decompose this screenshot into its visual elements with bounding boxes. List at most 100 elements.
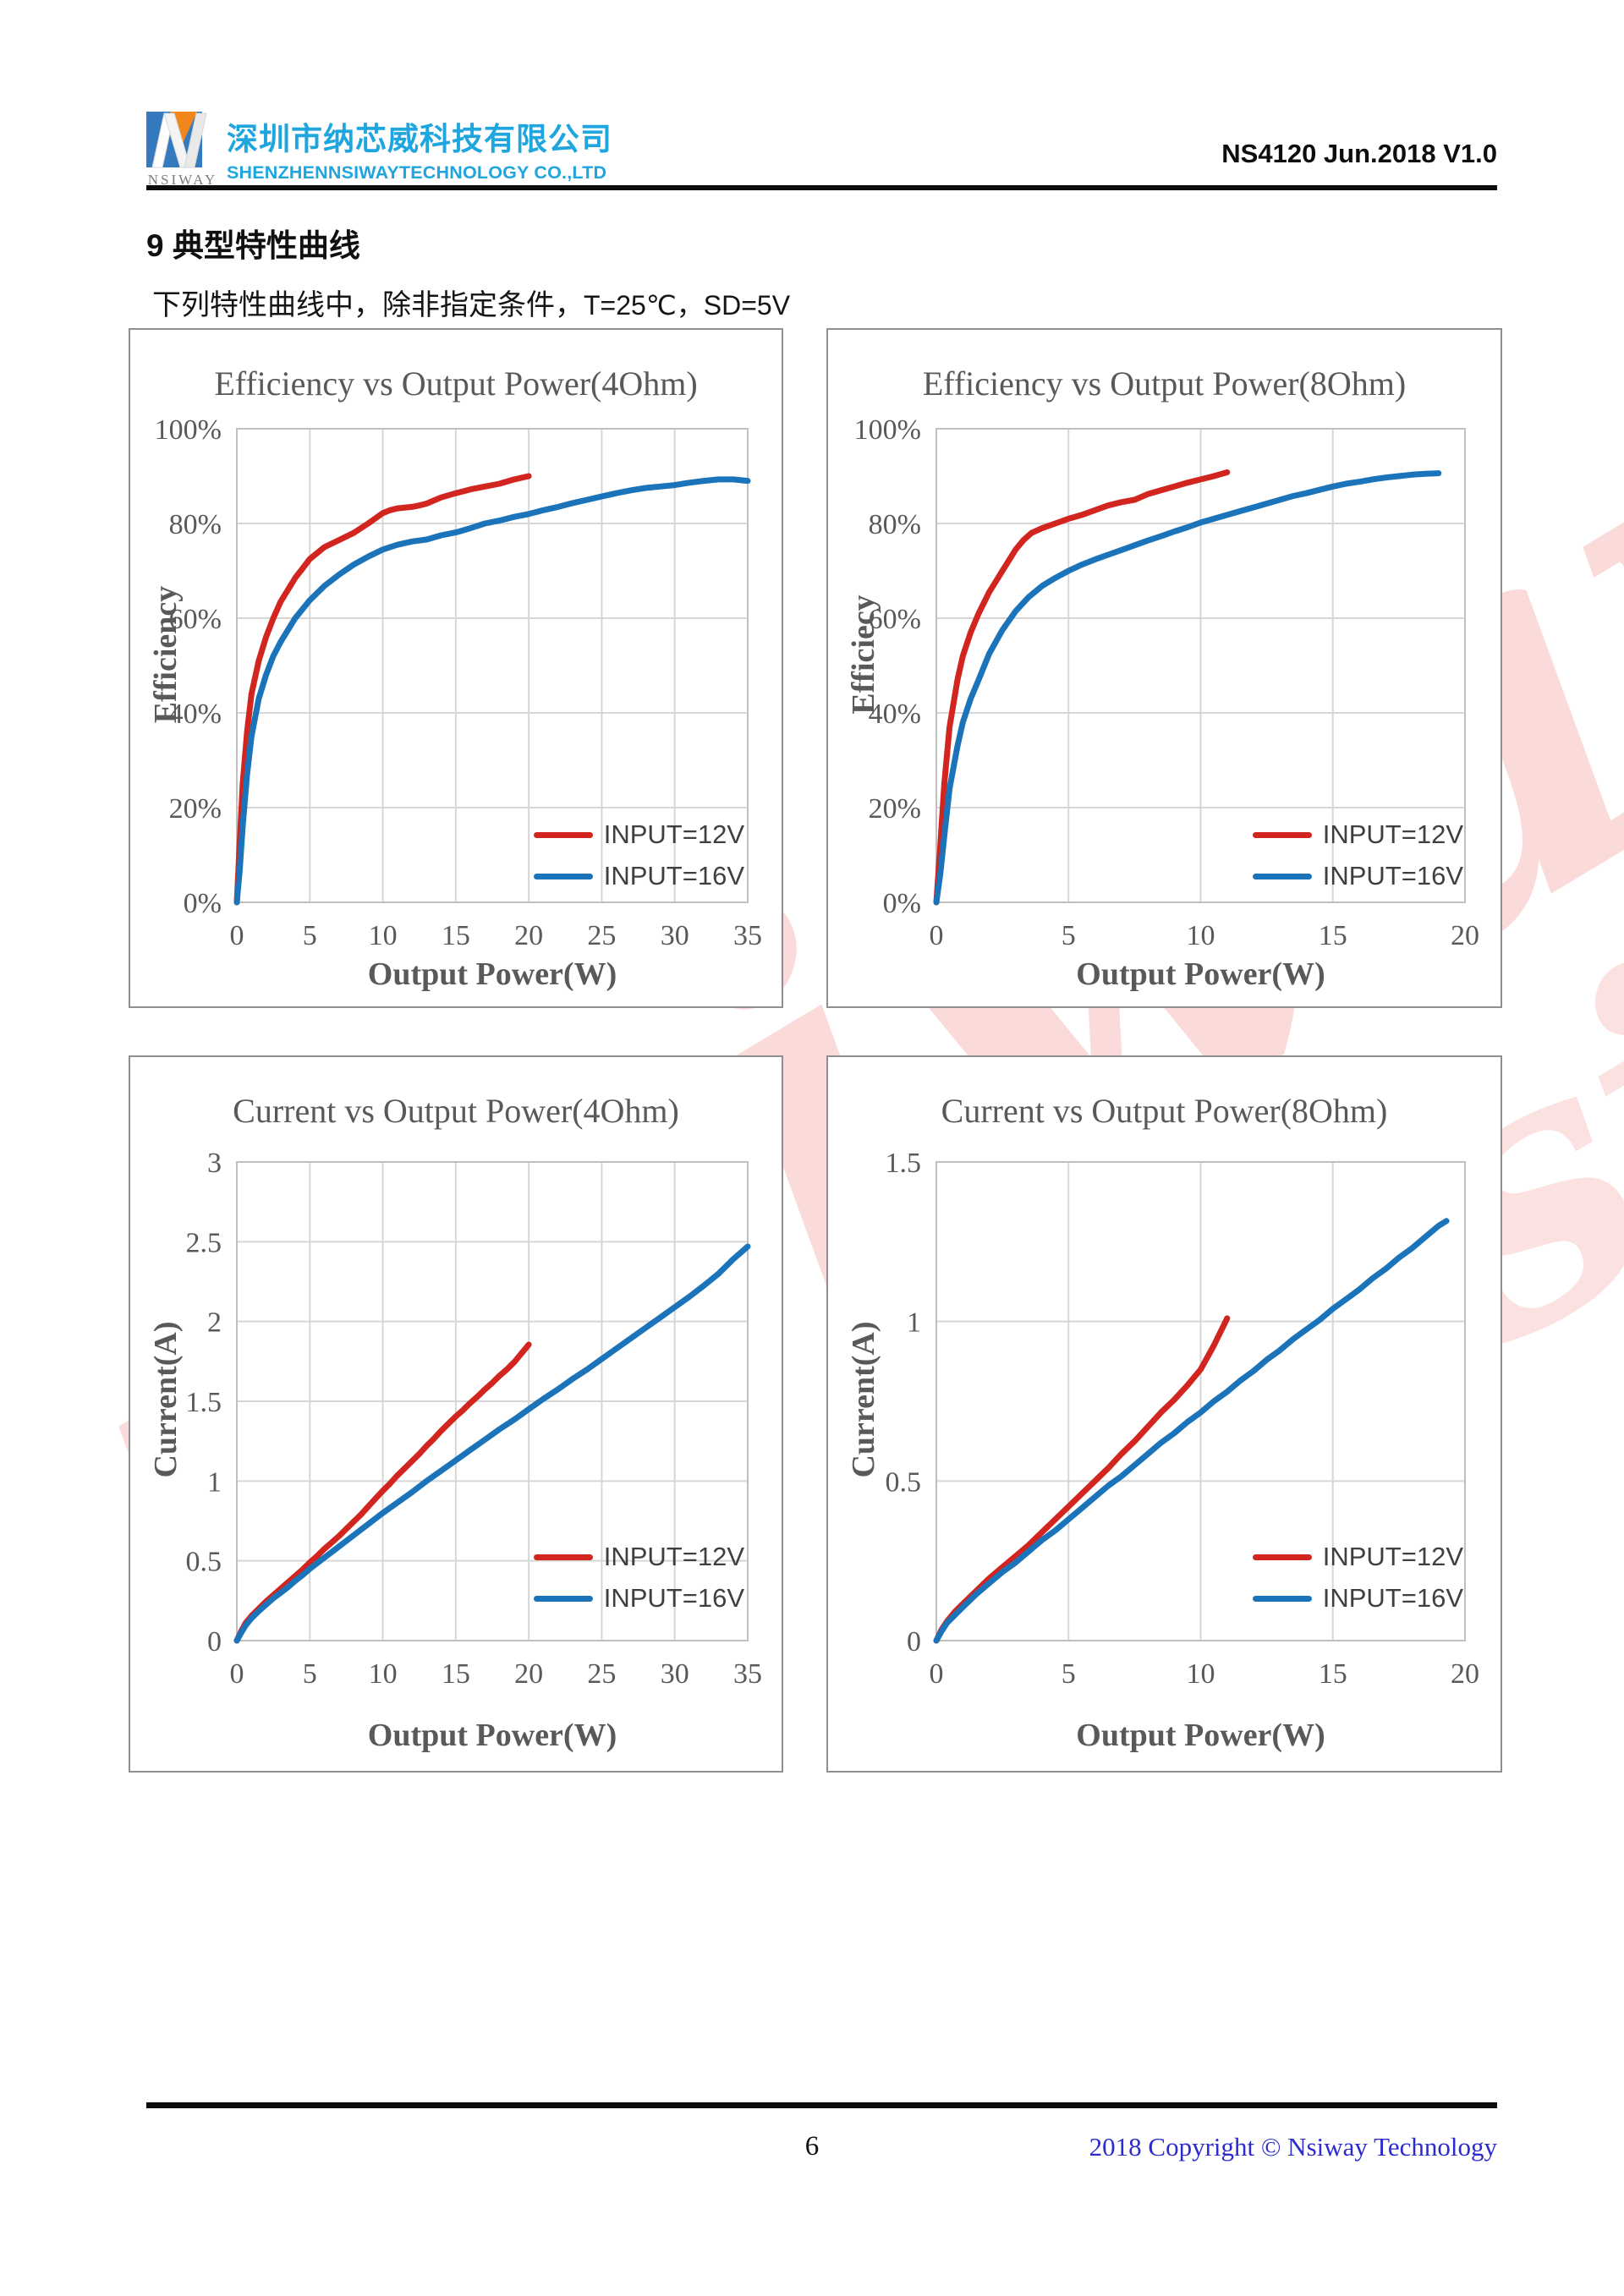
section-heading: 9 典型特性曲线 — [146, 228, 360, 263]
svg-text:0: 0 — [207, 1626, 222, 1658]
svg-text:5: 5 — [1062, 920, 1076, 951]
chart-current-8ohm: Current vs Output Power(8Ohm) 0 0.5 1 1.5 0 5… — [826, 1055, 1502, 1773]
svg-text:10: 10 — [369, 1658, 398, 1690]
y-axis-label: Current(A) — [846, 1321, 881, 1478]
svg-text:1: 1 — [907, 1307, 921, 1339]
legend-label-16v: INPUT=16V — [1322, 1583, 1463, 1613]
svg-text:20: 20 — [1451, 1658, 1479, 1690]
svg-text:35: 35 — [733, 1658, 762, 1690]
svg-text:10: 10 — [369, 920, 398, 951]
svg-text:1.5: 1.5 — [886, 1148, 922, 1179]
svg-text:80%: 80% — [169, 509, 222, 540]
svg-text:30: 30 — [661, 920, 689, 951]
svg-text:1.5: 1.5 — [186, 1387, 222, 1418]
legend-line-16v-icon — [533, 1595, 593, 1602]
svg-text:100%: 100% — [155, 414, 222, 446]
legend: INPUT=12V INPUT=16V — [533, 1542, 744, 1614]
plot-canvas: 0% 20% 40% 60% 80% 100% 0 5 10 15 20 25 30 35 — [155, 414, 762, 951]
y-axis-label: Efficiecy — [846, 595, 881, 715]
copyright-text: 2018 Copyright © Nsiway Technology — [1089, 2132, 1497, 2162]
svg-text:40%: 40% — [869, 699, 921, 730]
legend-label-12v: INPUT=12V — [1322, 819, 1463, 849]
legend-line-12v-icon — [1252, 1553, 1312, 1560]
y-axis-label: Current(A) — [148, 1321, 184, 1478]
chart-title: Current vs Output Power(4Ohm) — [233, 1092, 679, 1130]
svg-text:100%: 100% — [854, 414, 921, 446]
svg-text:0: 0 — [230, 920, 244, 951]
svg-text:5: 5 — [1062, 1658, 1076, 1690]
company-logo: NSIWAY — [146, 112, 219, 189]
svg-text:20: 20 — [1451, 920, 1479, 951]
svg-text:25: 25 — [587, 920, 616, 951]
chart-title: Efficiency vs Output Power(4Ohm) — [214, 364, 698, 403]
legend-item-input-16v: INPUT=16V — [533, 1583, 744, 1614]
svg-text:5: 5 — [303, 1658, 317, 1690]
legend-item-input-16v: INPUT=16V — [1252, 1583, 1463, 1614]
legend-item-input-12v: INPUT=12V — [533, 819, 744, 850]
svg-text:0.5: 0.5 — [886, 1466, 922, 1498]
company-name-en: SHENZHENNSIWAYTECHNOLOGY CO.,LTD — [227, 162, 607, 183]
x-axis-label: Output Power(W) — [1076, 956, 1325, 992]
chart-efficiency-4ohm: Efficiency vs Output Power(4Ohm) 0% 20% 40… — [129, 328, 783, 1008]
x-axis-label: Output Power(W) — [367, 1718, 617, 1753]
svg-text:15: 15 — [1319, 1658, 1347, 1690]
svg-text:1: 1 — [207, 1466, 222, 1498]
legend-label-16v: INPUT=16V — [603, 1583, 744, 1613]
svg-text:0%: 0% — [184, 888, 222, 919]
legend-item-input-16v: INPUT=16V — [533, 861, 744, 891]
svg-text:20%: 20% — [869, 793, 921, 825]
legend-line-12v-icon — [1252, 831, 1312, 838]
legend-line-16v-icon — [1252, 873, 1312, 879]
x-axis-label: Output Power(W) — [367, 956, 617, 992]
legend-line-16v-icon — [1252, 1595, 1312, 1602]
legend: INPUT=12V INPUT=16V — [533, 819, 744, 891]
legend-label-12v: INPUT=12V — [603, 819, 744, 849]
svg-text:20: 20 — [514, 920, 543, 951]
section-note-condition: T=25℃，SD=5V — [584, 290, 791, 321]
page-number: 6 — [804, 2131, 820, 2162]
plot-canvas: 0 0.5 1 1.5 0 5 10 15 20 — [886, 1148, 1480, 1690]
company-name-block: 深圳市纳芯威科技有限公司 SHENZHENNSIWAYTECHNOLOGY CO… — [227, 113, 612, 184]
footer-rule — [146, 2102, 1497, 2108]
svg-text:10: 10 — [1187, 920, 1215, 951]
svg-text:15: 15 — [442, 920, 470, 951]
logo-brand-text: NSIWAY — [147, 172, 218, 188]
svg-text:0: 0 — [230, 1658, 244, 1690]
svg-text:20%: 20% — [169, 793, 222, 825]
svg-text:10: 10 — [1187, 1658, 1215, 1690]
legend-label-12v: INPUT=12V — [603, 1542, 744, 1571]
legend: INPUT=12V INPUT=16V — [1252, 1542, 1463, 1614]
legend-label-16v: INPUT=16V — [1322, 861, 1463, 890]
legend: INPUT=12V INPUT=16V — [1252, 819, 1463, 891]
chart-title: Current vs Output Power(8Ohm) — [941, 1092, 1388, 1130]
svg-text:2: 2 — [207, 1307, 222, 1339]
legend-line-16v-icon — [533, 873, 593, 879]
svg-text:3: 3 — [207, 1148, 222, 1179]
document-reference: NS4120 Jun.2018 V1.0 — [1221, 139, 1497, 168]
svg-text:60%: 60% — [169, 604, 222, 635]
chart-title: Efficiency vs Output Power(8Ohm) — [922, 364, 1407, 403]
header-rule — [146, 185, 1497, 190]
svg-text:0: 0 — [907, 1626, 921, 1658]
svg-text:0: 0 — [930, 1658, 944, 1690]
legend-item-input-12v: INPUT=12V — [1252, 819, 1463, 850]
x-axis-label: Output Power(W) — [1076, 1718, 1325, 1753]
section-note: 下列特性曲线中，除非指定条件，T=25℃，SD=5V — [152, 282, 790, 323]
nsiway-logo-icon — [146, 112, 207, 168]
svg-text:35: 35 — [733, 920, 762, 951]
legend-label-12v: INPUT=12V — [1322, 1542, 1463, 1571]
legend-item-input-12v: INPUT=12V — [533, 1542, 744, 1572]
svg-text:5: 5 — [303, 920, 317, 951]
legend-item-input-16v: INPUT=16V — [1252, 861, 1463, 891]
chart-current-4ohm: Current vs Output Power(4Ohm) 0 0.5 1 1.5 2 2… — [129, 1055, 783, 1773]
legend-line-12v-icon — [533, 1553, 593, 1560]
chart-efficiency-8ohm: Efficiency vs Output Power(8Ohm) 0% 20% 40… — [826, 328, 1502, 1008]
svg-text:0.5: 0.5 — [186, 1547, 222, 1578]
legend-label-16v: INPUT=16V — [603, 861, 744, 890]
legend-line-12v-icon — [533, 831, 593, 838]
svg-text:60%: 60% — [869, 604, 921, 635]
svg-text:40%: 40% — [169, 699, 222, 730]
plot-canvas: 0% 20% 40% 60% 80% 100% 0 5 10 15 20 — [854, 414, 1479, 951]
svg-text:25: 25 — [587, 1658, 616, 1690]
